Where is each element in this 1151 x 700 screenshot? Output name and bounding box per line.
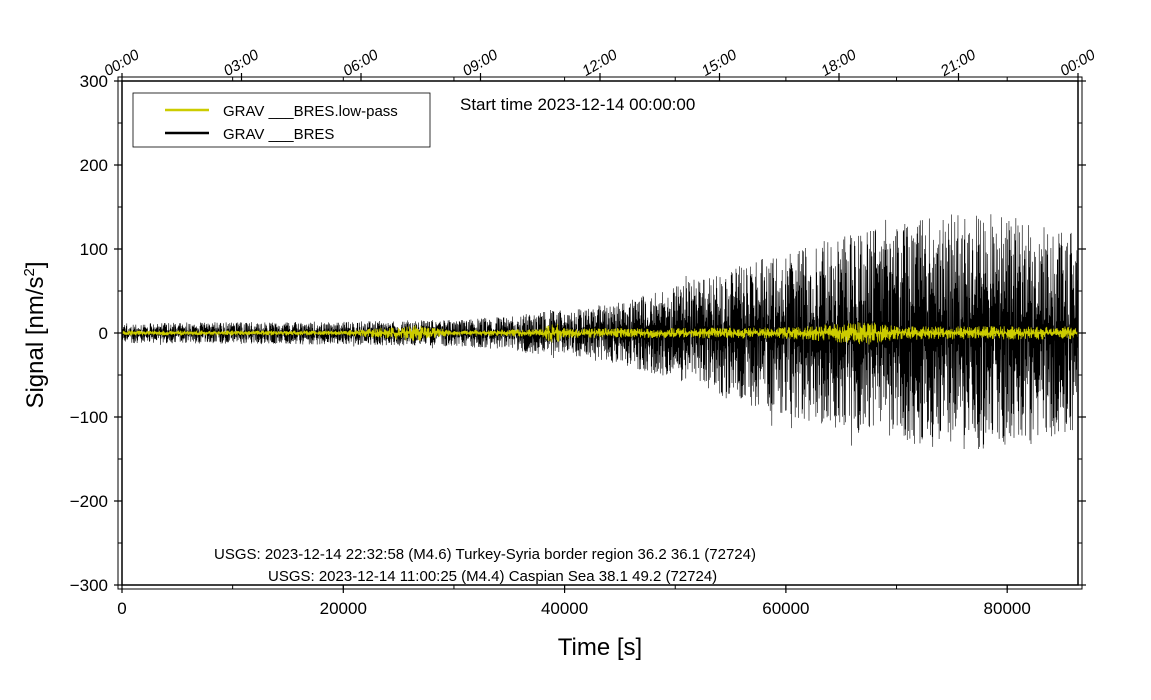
series-grav-bres-lowpass	[122, 322, 1078, 345]
legend-box	[132, 92, 431, 148]
series-layer	[122, 214, 1078, 450]
x-tick-label: 60000	[762, 599, 809, 618]
y-axis-title-end: ]	[22, 261, 49, 268]
y-axis-title: Signal [nm/s2]	[21, 261, 49, 408]
legend-label-raw: GRAV ___BRES	[223, 126, 334, 143]
y-tick-label: −100	[70, 408, 108, 427]
x-tick-label: 0	[117, 599, 126, 618]
x-tick-label: 20000	[320, 599, 367, 618]
y-tick-label: 100	[80, 240, 108, 259]
legend-label-lowpass: GRAV ___BRES.low-pass	[223, 103, 398, 120]
series-grav-bres	[122, 214, 1078, 450]
y-axis-title-main: Signal [nm/s	[22, 276, 49, 408]
legend: GRAV ___BRES.low-pass GRAV ___BRES	[132, 92, 431, 148]
annotation-event-1: USGS: 2023-12-14 22:32:58 (M4.6) Turkey-…	[214, 546, 756, 563]
x-tick-label: 80000	[984, 599, 1031, 618]
y-tick-label: 0	[99, 324, 108, 343]
x-axis-title: Time [s]	[558, 634, 642, 661]
y-tick-label: 200	[80, 156, 108, 175]
x-axis: 0 20000 40000 60000 80000	[117, 77, 1031, 618]
y-axis-title-sup: 2	[21, 268, 38, 276]
y-axis: −300 −200 −100 0 100 200 300	[70, 72, 1086, 595]
start-time-label: Start time 2023-12-14 00:00:00	[460, 95, 695, 114]
x-tick-label: 40000	[541, 599, 588, 618]
y-tick-label: −200	[70, 492, 108, 511]
annotation-event-2: USGS: 2023-12-14 11:00:25 (M4.4) Caspian…	[268, 568, 717, 585]
y-tick-label: −300	[70, 576, 108, 595]
y-tick-label: 300	[80, 72, 108, 91]
